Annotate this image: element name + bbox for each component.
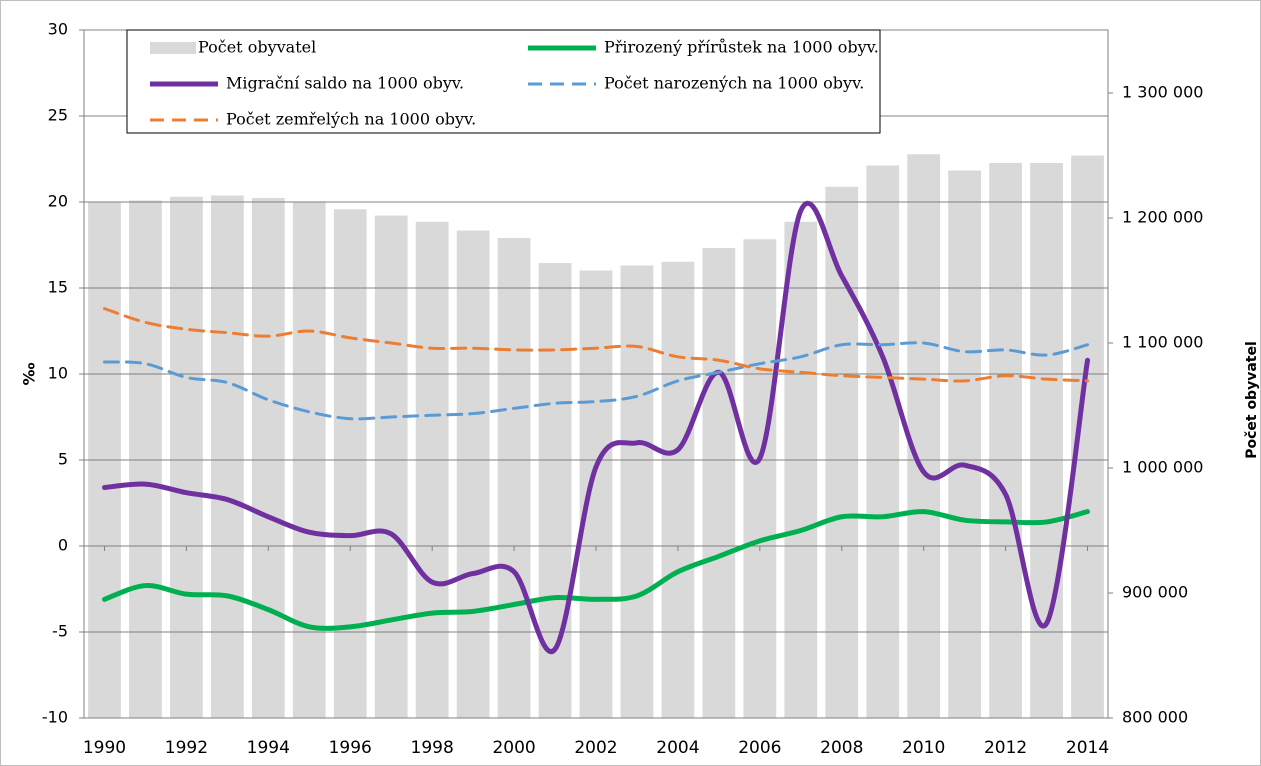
y-tick-label: -10	[42, 708, 68, 727]
x-tick-label: 1994	[247, 738, 290, 758]
x-tick-label: 2014	[1066, 738, 1109, 758]
bar	[620, 265, 654, 718]
bar	[210, 195, 244, 718]
lines	[101, 200, 1091, 655]
y-tick-label: 15	[48, 278, 68, 297]
x-tick-label: 1990	[83, 738, 126, 758]
y2-tick-label: 1 200 000	[1122, 208, 1203, 227]
legend-label: Počet obyvatel	[198, 38, 316, 57]
bar	[989, 163, 1022, 718]
y-tick-label: 10	[48, 364, 68, 383]
x-tick-label: 2002	[574, 738, 617, 758]
bar	[1030, 163, 1063, 718]
bar	[825, 186, 859, 718]
y-axis-title: ‰	[20, 362, 39, 385]
bar	[333, 209, 367, 718]
bar	[129, 200, 162, 718]
line	[102, 341, 1090, 421]
y2-tick-label: 800 000	[1122, 708, 1188, 727]
x-tick-label: 2004	[656, 738, 699, 758]
x-tick-label: 1992	[165, 738, 208, 758]
x-tick-label: 2012	[984, 738, 1027, 758]
line	[101, 509, 1091, 631]
y2-tick-label: 1 100 000	[1122, 333, 1203, 352]
line	[102, 307, 1090, 383]
legend-label: Počet narozených na 1000 obyv.	[604, 74, 864, 93]
x-tick-label: 2008	[820, 738, 863, 758]
y-tick-label: 5	[58, 450, 68, 469]
y2-tick-label: 900 000	[1122, 583, 1188, 602]
legend-label: Migrační saldo na 1000 obyv.	[226, 74, 464, 93]
bar	[497, 238, 531, 718]
bar	[948, 170, 982, 718]
y-tick-label: 0	[58, 536, 68, 555]
bar	[415, 221, 449, 718]
y-tick-label: 20	[48, 192, 68, 211]
x-tick-label: 2006	[738, 738, 781, 758]
bar	[456, 230, 490, 718]
legend-label: Počet zemřelých na 1000 obyv.	[226, 110, 476, 129]
bar	[784, 221, 818, 718]
x-tick-label: 1996	[329, 738, 372, 758]
y2-tick-label: 1 300 000	[1122, 83, 1203, 102]
y-tick-label: -5	[52, 622, 68, 641]
bar	[661, 261, 695, 718]
y2-tick-label: 1 000 000	[1122, 458, 1203, 477]
x-tick-label: 2010	[902, 738, 945, 758]
bar	[374, 215, 408, 718]
legend-swatch	[150, 42, 196, 54]
x-tick-label: 1998	[411, 738, 454, 758]
bar	[866, 165, 900, 718]
bar	[743, 239, 777, 718]
line	[101, 200, 1091, 655]
bar	[702, 248, 736, 718]
legend-label: Přirozený přírůstek na 1000 obyv.	[604, 38, 879, 57]
y2-axis-title: Počet obyvatel	[1244, 341, 1260, 459]
bar	[579, 270, 613, 718]
bar	[170, 196, 203, 718]
y-tick-label: 30	[48, 20, 68, 39]
bar	[907, 154, 941, 718]
legend-box	[126, 29, 881, 134]
bar	[251, 198, 285, 718]
x-tick-label: 2000	[492, 738, 535, 758]
y-tick-label: 25	[48, 106, 68, 125]
